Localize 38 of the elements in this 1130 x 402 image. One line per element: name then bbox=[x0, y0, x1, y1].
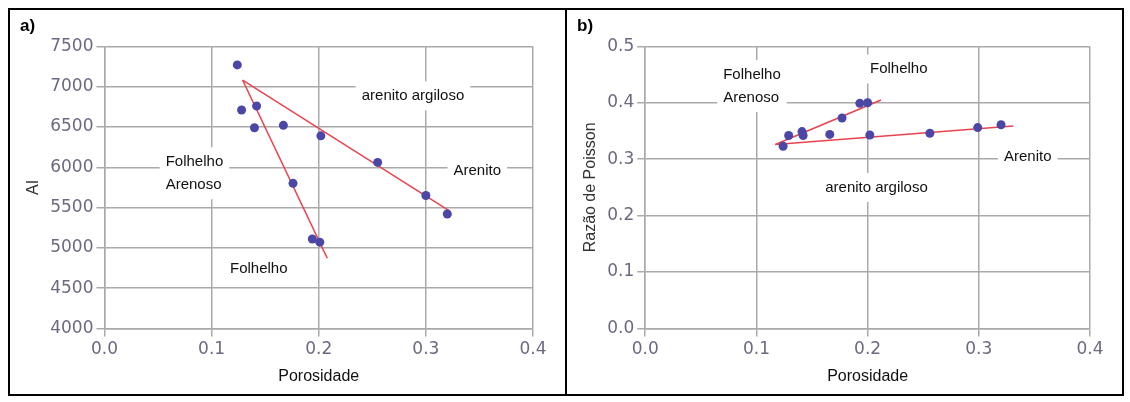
y-tick-label: 7500 bbox=[50, 34, 94, 55]
x-tick-label: 0.0 bbox=[631, 338, 659, 359]
annotation: arenito argiloso bbox=[361, 85, 465, 103]
x-tick-label: 0.1 bbox=[198, 338, 226, 359]
y-tick-label: 0.4 bbox=[607, 91, 635, 112]
chart-title: a) bbox=[20, 15, 36, 35]
x-axis-title: Porosidade bbox=[827, 366, 909, 384]
x-tick-label: 0.4 bbox=[1076, 338, 1104, 359]
x-tick-label: 0.2 bbox=[854, 338, 882, 359]
annotation: Folhelho bbox=[229, 259, 288, 277]
y-tick-label: 0.2 bbox=[607, 204, 635, 225]
annotation: arenito argiloso bbox=[825, 177, 928, 195]
y-tick-label: 4500 bbox=[50, 276, 94, 297]
annotation: Arenito bbox=[1003, 146, 1052, 164]
y-tick-label: 0.3 bbox=[607, 147, 635, 168]
annotation: Arenito bbox=[453, 160, 502, 178]
x-tick-label: 0.4 bbox=[519, 338, 547, 359]
x-tick-label: 0.1 bbox=[742, 338, 770, 359]
x-tick-label: 0.0 bbox=[90, 338, 118, 359]
chart-title: b) bbox=[577, 15, 594, 35]
annotation: Folhelho bbox=[869, 59, 928, 77]
x-axis-title: Porosidade bbox=[278, 366, 360, 384]
y-tick-label: 5500 bbox=[50, 195, 94, 216]
annotation: Folhelho Arenoso bbox=[165, 151, 224, 192]
x-tick-label: 0.2 bbox=[305, 338, 333, 359]
y-tick-label: 6500 bbox=[50, 115, 94, 136]
y-tick-label: 6000 bbox=[50, 155, 94, 176]
annotation: Folhelho Arenoso bbox=[723, 64, 781, 105]
y-axis-title: Razão de Poisson bbox=[581, 122, 599, 253]
y-tick-label: 0.5 bbox=[607, 34, 635, 55]
x-tick-label: 0.3 bbox=[412, 338, 440, 359]
y-tick-label: 0.1 bbox=[607, 260, 635, 281]
y-tick-label: 5000 bbox=[50, 236, 94, 257]
y-tick-label: 4000 bbox=[50, 316, 94, 337]
y-tick-label: 7000 bbox=[50, 75, 94, 96]
y-axis-title: AI bbox=[24, 179, 42, 195]
y-tick-label: 0.0 bbox=[607, 316, 635, 337]
x-tick-label: 0.3 bbox=[965, 338, 993, 359]
